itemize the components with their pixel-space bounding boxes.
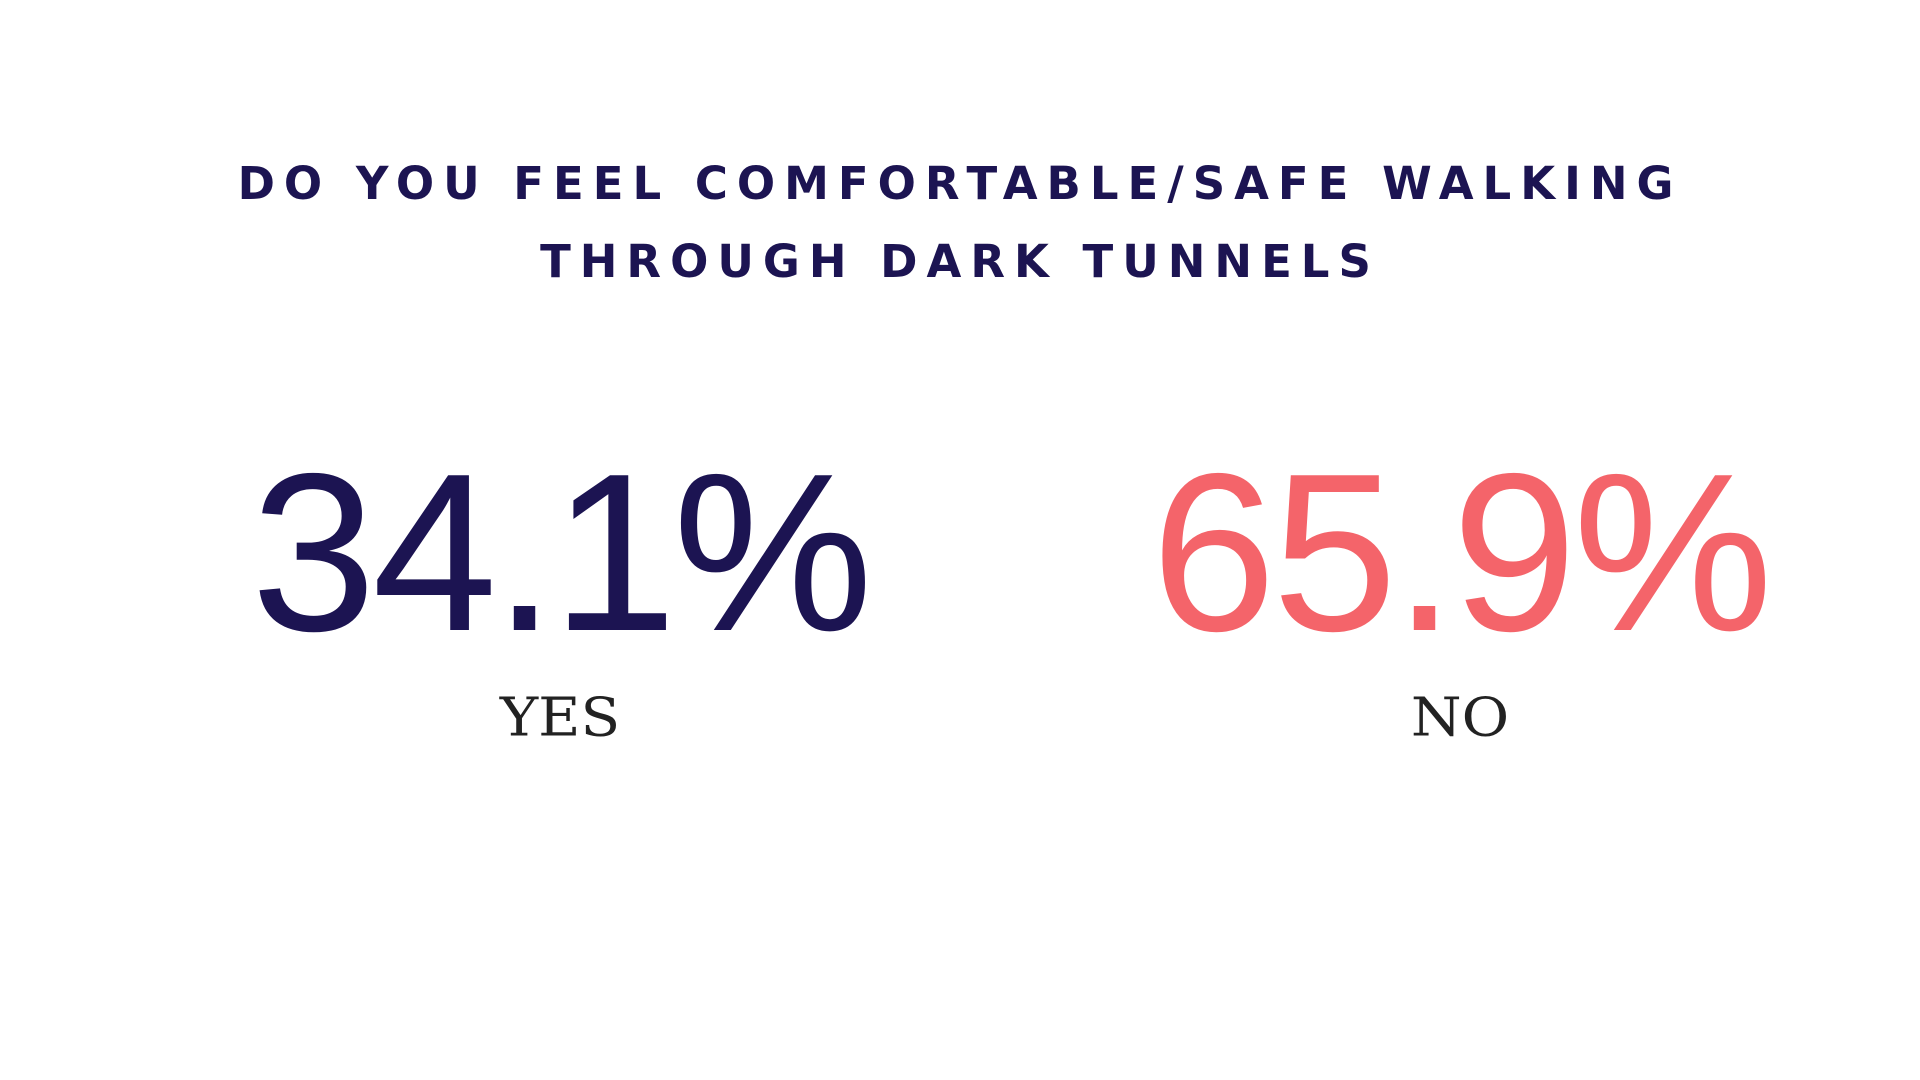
question-title-line-2: THROUGH DARK TUNNELS: [540, 235, 1380, 288]
question-title: DO YOU FEEL COMFORTABLE/SAFE WALKING THR…: [0, 145, 1920, 301]
yes-percentage: 34.1%: [251, 426, 873, 678]
yes-label: YES: [499, 685, 621, 749]
question-title-line-1: DO YOU FEEL COMFORTABLE/SAFE WALKING: [237, 157, 1683, 210]
yes-stat: 34.1% YES: [180, 440, 940, 747]
no-stat: 65.9% NO: [1080, 440, 1840, 747]
no-label: NO: [1410, 685, 1510, 749]
no-percentage: 65.9%: [1151, 426, 1773, 678]
